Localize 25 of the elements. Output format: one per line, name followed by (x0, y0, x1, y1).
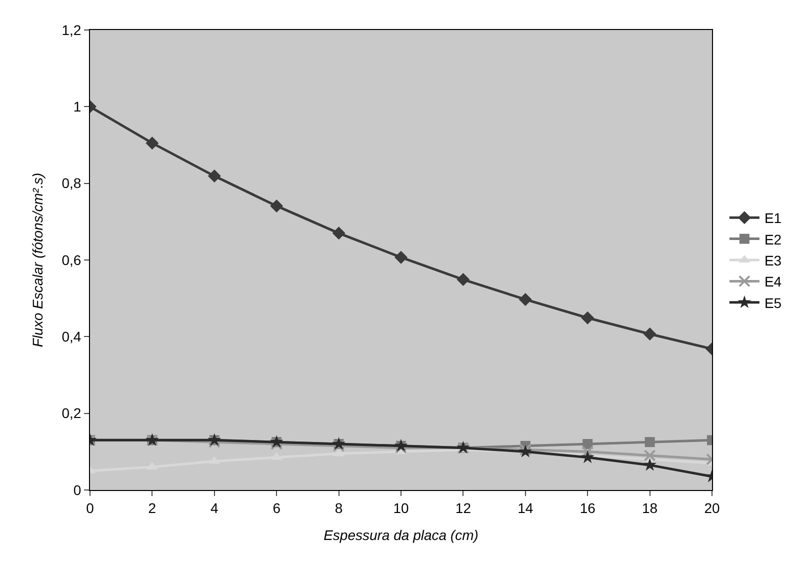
legend-label: E4 (764, 274, 782, 290)
x-tick-label: 10 (393, 500, 409, 516)
y-axis-title: Fluxo Escalar (fótons/cm².s) (29, 172, 46, 348)
y-tick-label: 1 (73, 98, 82, 115)
x-tick-label: 6 (272, 500, 281, 516)
x-tick-label: 4 (210, 500, 218, 516)
y-tick-label: 0,6 (62, 252, 82, 268)
y-tick-label: 0,4 (62, 328, 82, 345)
x-tick-label: 0 (86, 500, 94, 516)
x-axis-title: Espessura da placa (cm) (324, 527, 478, 544)
x-tick-label: 20 (704, 500, 720, 516)
x-tick-label: 18 (642, 500, 658, 516)
legend-label: E2 (764, 231, 782, 248)
y-tick-label: 0,2 (62, 405, 82, 422)
x-tick-label: 14 (518, 500, 534, 516)
y-tick-label: 0,8 (62, 175, 82, 192)
y-tick-label: 0 (73, 482, 82, 498)
x-tick-label: 8 (334, 500, 343, 516)
legend-label: E1 (764, 210, 782, 226)
x-tick-label: 12 (455, 500, 472, 516)
y-tick-label: 1,2 (62, 22, 82, 38)
x-tick-label: 16 (580, 500, 596, 516)
x-tick-label: 2 (148, 500, 156, 516)
legend-label: E3 (764, 252, 782, 268)
legend-label: E5 (764, 294, 782, 311)
